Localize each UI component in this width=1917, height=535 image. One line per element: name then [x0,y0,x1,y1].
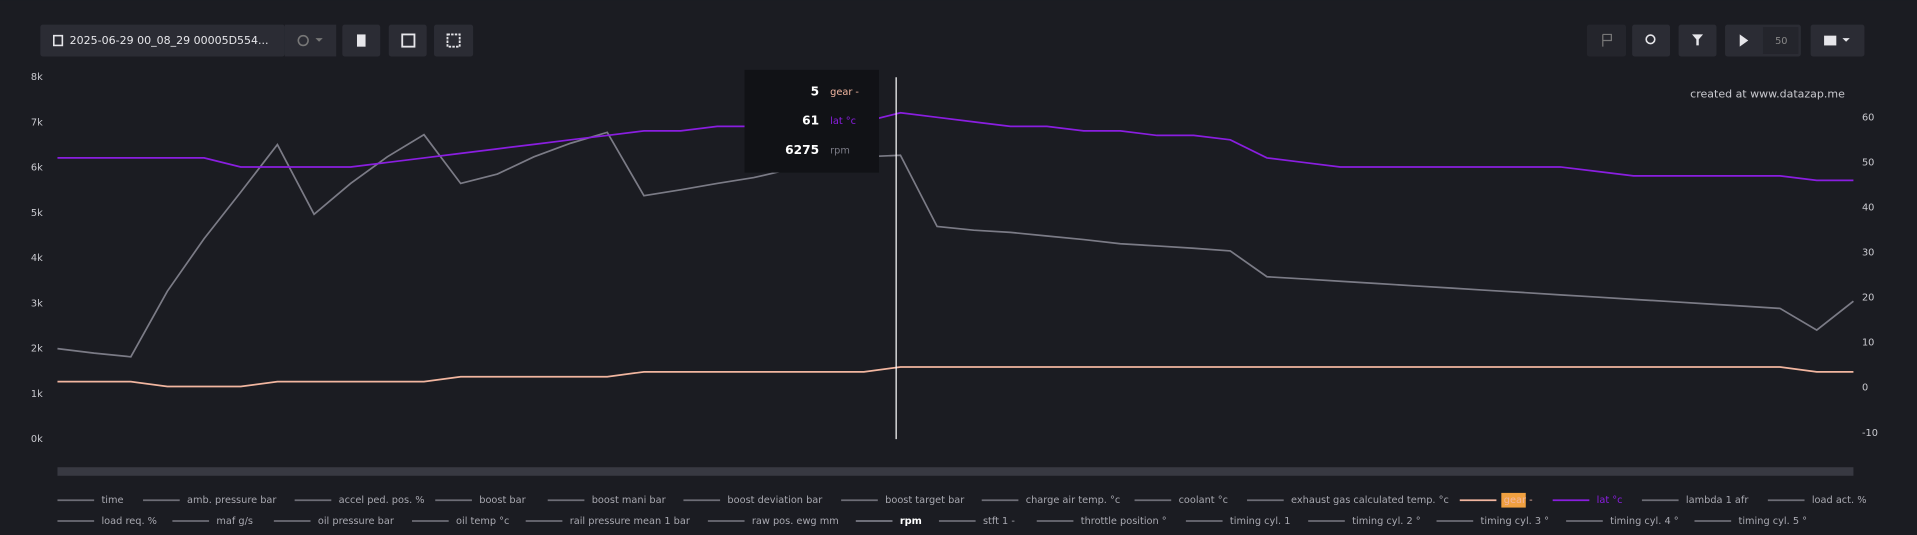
legend-item[interactable]: timing cyl. 1 [1230,516,1291,527]
y2-tick-label: 20 [1862,293,1874,304]
legend-item[interactable]: timing cyl. 5 ° [1739,516,1808,527]
tools-button[interactable] [1810,24,1865,57]
series-line [57,131,1854,358]
legend-item[interactable]: exhaust gas calculated temp. °c [1291,495,1449,506]
zoom-button[interactable] [1632,24,1671,57]
y2-tick-label: 50 [1862,157,1874,168]
legend-item[interactable]: timing cyl. 3 ° [1481,516,1550,527]
tooltip [744,69,880,173]
legend-item[interactable]: load act. % [1812,495,1867,506]
legend-item[interactable]: boost target bar [885,495,965,506]
legend-item[interactable]: boost deviation bar [727,495,823,506]
legend-item[interactable]: boost mani bar [592,495,667,506]
legend-item[interactable]: amb. pressure bar [187,495,277,506]
legend-item[interactable]: rail pressure mean 1 bar [570,516,691,527]
caret [1842,38,1850,42]
y-tick-label: 1k [31,389,43,400]
tooltip-value: 6275 [785,143,819,157]
file-button[interactable] [40,24,285,57]
legend-item[interactable]: timing cyl. 2 ° [1352,516,1421,527]
y-tick-label: 8k [31,72,43,83]
legend-item[interactable]: raw pos. ewg mm [752,516,839,527]
legend-item[interactable]: throttle position ° [1081,516,1167,527]
y-tick-label: 4k [31,253,43,264]
y-tick-label: 3k [31,298,43,309]
y-tick-label: 7k [31,117,43,128]
y2-tick-label: 10 [1862,338,1874,349]
export-icon [52,34,64,47]
legend-item[interactable]: gear - [1504,495,1533,506]
legend-item[interactable]: lambda 1 afr [1686,495,1749,506]
speed: 50 [1775,36,1787,47]
y2-tick-label: -10 [1862,428,1878,439]
speed-box[interactable] [1762,27,1799,54]
filter-icon [1692,34,1704,46]
series-line [57,111,1854,182]
tools-icon [1824,35,1837,46]
list-icon [446,33,461,48]
y-tick-label: 0k [31,434,43,445]
y-tick-label: 5k [31,208,43,219]
legend-item[interactable]: stft 1 - [983,516,1015,527]
legend-item[interactable]: coolant °c [1179,495,1228,506]
watermark: created at www.datazap.me [1690,87,1845,100]
doc-icon [356,34,366,47]
list-button[interactable] [434,24,474,57]
refresh-icon [297,34,309,47]
caret [315,38,323,42]
layout-button[interactable] [388,24,427,57]
legend-item[interactable]: load req. % [101,516,156,527]
series-line [57,366,1854,388]
tooltip-label: rpm [830,146,850,157]
zoom-icon [1645,34,1656,45]
flag-icon [1602,33,1612,47]
legend-item[interactable]: accel ped. pos. % [339,495,425,506]
y2-tick-label: 40 [1862,202,1874,213]
layout-icon [401,33,416,48]
legend-item[interactable]: maf g/s [216,516,253,527]
legend-item[interactable]: oil pressure bar [318,516,395,527]
tooltip-value: 61 [802,114,819,128]
tooltip-value: 5 [811,84,820,98]
y-tick-label: 6k [31,163,43,174]
y2-tick-label: 30 [1862,248,1874,259]
y2-tick-label: 0 [1862,383,1868,394]
tooltip-label: lat °c [830,116,856,127]
legend-item[interactable]: timing cyl. 4 ° [1610,516,1679,527]
legend-item[interactable]: time [101,495,123,506]
file-name: 2025-06-29 00_08_29 00005D554... [70,34,269,47]
refresh-button[interactable] [284,24,337,57]
legend-item[interactable]: lat °c [1597,495,1623,506]
legend-highlight [1501,492,1526,508]
y-tick-label: 2k [31,344,43,355]
legend-item[interactable]: boost bar [479,495,526,506]
y2-tick-label: 60 [1862,112,1874,123]
play-icon [1739,34,1749,47]
legend-item[interactable]: oil temp °c [456,516,509,527]
scrollbar[interactable] [57,467,1854,476]
legend-item[interactable]: rpm [900,516,922,527]
tooltip-label: gear - [830,87,859,98]
legend-item[interactable]: charge air temp. °c [1026,495,1121,506]
